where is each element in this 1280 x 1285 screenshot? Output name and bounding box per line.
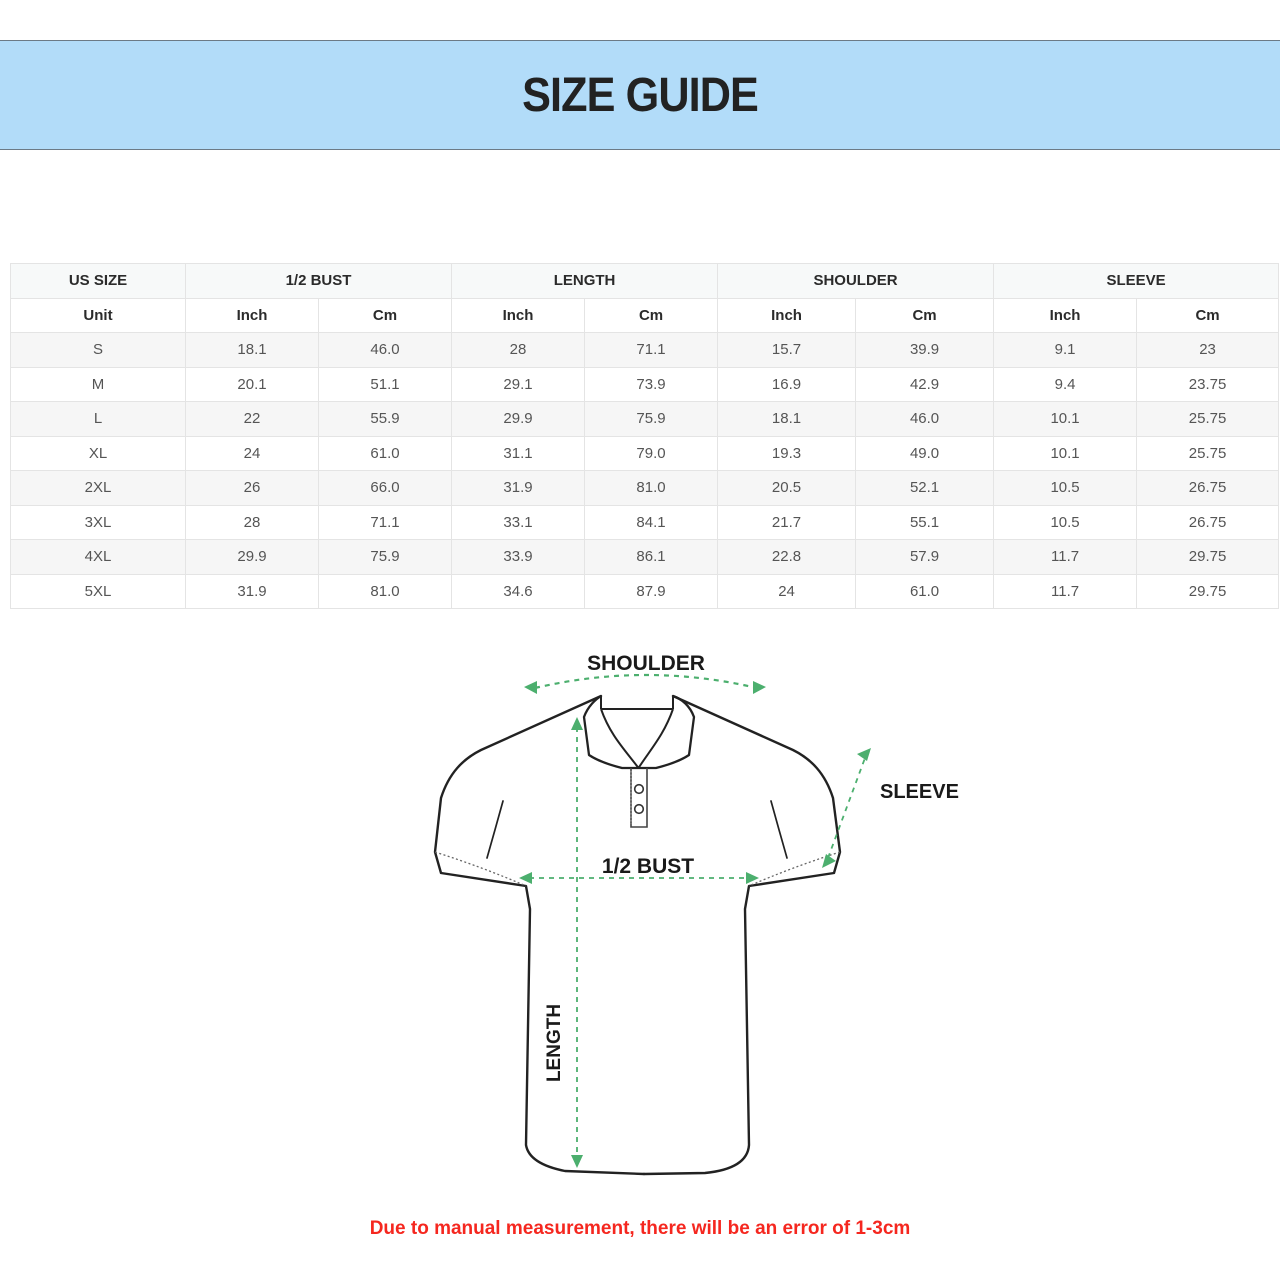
svg-text:1/2 BUST: 1/2 BUST <box>602 855 694 878</box>
svg-text:LENGTH: LENGTH <box>544 1004 565 1082</box>
svg-text:SHOULDER: SHOULDER <box>587 652 705 675</box>
svg-text:SLEEVE: SLEEVE <box>880 781 959 803</box>
